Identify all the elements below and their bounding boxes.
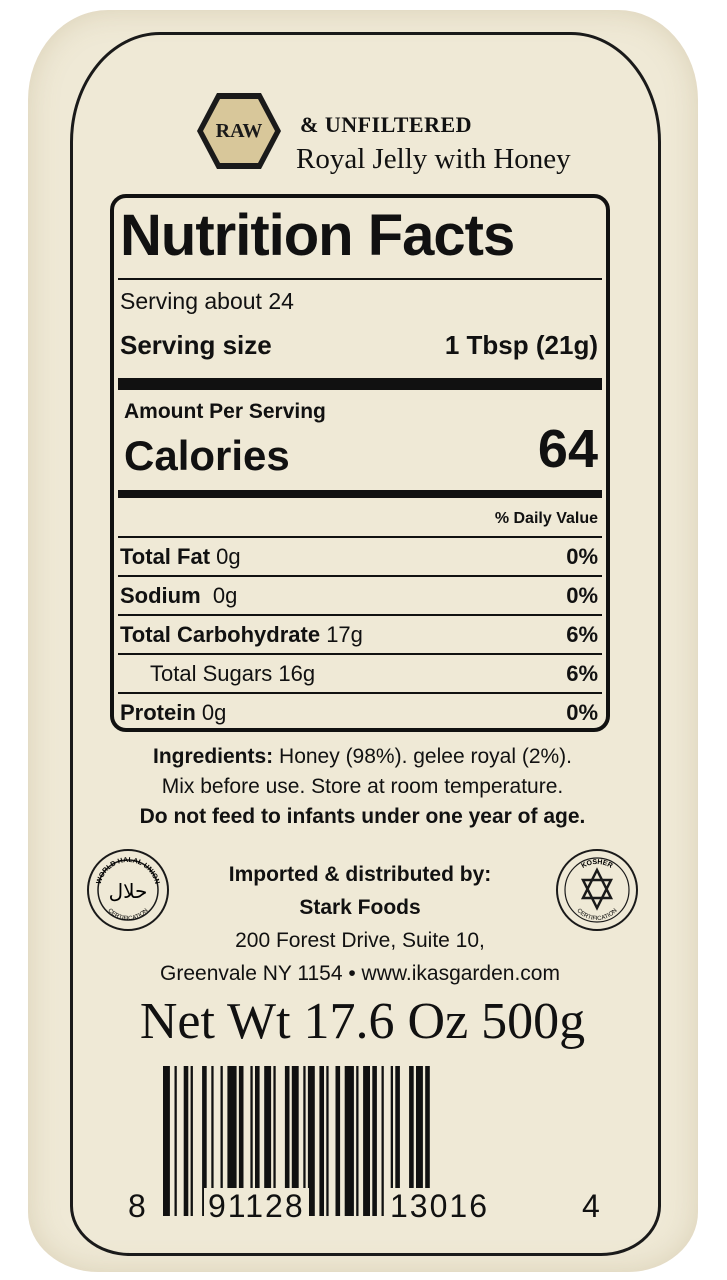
barcode-bar — [211, 1066, 214, 1216]
amount-per-serving: Amount Per Serving — [124, 400, 326, 423]
barcode-bar — [227, 1066, 237, 1216]
product-name: Royal Jelly with Honey — [296, 143, 571, 175]
product-label — [28, 10, 698, 1272]
barcode-bar — [264, 1066, 272, 1216]
barcode-bar — [395, 1066, 400, 1216]
barcode-bar — [250, 1066, 253, 1216]
barcode-bar — [255, 1066, 260, 1216]
servings-per-container: Serving about 24 — [120, 288, 294, 314]
halal-seal-icon: WORLD HALAL UNION CERTIFICATION حلال — [87, 849, 169, 931]
unfiltered-text: & UNFILTERED — [300, 112, 473, 137]
barcode-bar — [326, 1066, 329, 1216]
nutrient-pct: 0% — [566, 583, 598, 608]
barcode-first-digit: 8 — [124, 1188, 152, 1225]
barcode-bar — [409, 1066, 414, 1216]
barcode-bar — [335, 1066, 341, 1216]
calories-value: 64 — [537, 419, 598, 479]
nutrient-name: Total Carbohydrate — [120, 622, 321, 647]
barcode-bar — [344, 1066, 354, 1216]
barcode-bar — [190, 1066, 193, 1216]
barcode — [163, 1066, 565, 1216]
importer-heading: Imported & distributed by: — [228, 863, 492, 886]
nutrient-name: Protein — [120, 700, 196, 725]
nutrient-amount: 17g — [326, 622, 363, 647]
ingredients-text: Honey (98%). gelee royal (2%). — [279, 745, 572, 768]
serving-size-label: Serving size — [120, 330, 272, 360]
nutrient-pct: 6% — [566, 661, 598, 686]
barcode-bar — [303, 1066, 306, 1216]
nutrient-name: Total Fat — [120, 544, 211, 569]
instructions: Mix before use. Store at room temperatur… — [161, 775, 564, 798]
barcode-bar — [307, 1066, 315, 1216]
nutrient-name: Total Sugars — [150, 661, 273, 686]
daily-value-header: % Daily Value — [494, 510, 598, 527]
nutrient-row: Sodium 0g 0% — [118, 575, 602, 614]
svg-text:KOSHER: KOSHER — [580, 859, 613, 870]
barcode-bar — [238, 1066, 244, 1216]
importer-block: Imported & distributed by: Stark Foods 2… — [100, 858, 620, 990]
divider-thick — [118, 378, 602, 390]
label-border — [70, 32, 661, 1256]
raw-badge-label: RAW — [215, 119, 263, 142]
calories-label: Calories — [124, 432, 290, 479]
serving-size-value: 1 Tbsp (21g) — [444, 330, 598, 360]
nutrient-row: Protein 0g 0% — [118, 692, 602, 728]
halal-certification-seal: WORLD HALAL UNION CERTIFICATION حلال — [86, 848, 170, 932]
barcode-bar — [425, 1066, 430, 1216]
barcode-bar — [220, 1066, 223, 1216]
barcode-bar — [356, 1066, 359, 1216]
company-city-website: Greenvale NY 1154 • www.ikasgarden.com — [160, 962, 560, 985]
hexagon-icon — [197, 93, 281, 169]
nutrient-name: Sodium — [120, 583, 201, 608]
barcode-bar — [183, 1066, 189, 1216]
barcode-left-group: 91128 — [204, 1188, 309, 1225]
barcode-bar — [202, 1066, 207, 1216]
company-name: Stark Foods — [299, 896, 421, 919]
barcode-right-group: 13016 — [386, 1188, 493, 1225]
company-address: 200 Forest Drive, Suite 10, — [235, 929, 485, 952]
nutrient-row: Total Sugars 16g 6% — [118, 653, 602, 692]
nutrient-amount: 16g — [278, 661, 316, 686]
ingredients-block: Ingredients: Honey (98%). gelee royal (2… — [80, 742, 645, 832]
kosher-seal-icon: KOSHER CERTIFICATION — [556, 849, 638, 931]
halal-glyph: حلال — [109, 879, 148, 903]
barcode-bar — [163, 1066, 170, 1216]
nutrient-row: Total Carbohydrate 17g 6% — [118, 614, 602, 653]
barcode-bar — [284, 1066, 290, 1216]
raw-badge: RAW — [195, 90, 283, 172]
barcode-bars — [163, 1066, 430, 1216]
kosher-seal-text: KOSHER — [580, 859, 613, 870]
nutrient-amount: 0g — [212, 583, 238, 608]
ingredients-label: Ingredients: — [153, 745, 274, 768]
barcode-bar — [273, 1066, 276, 1216]
nutrient-amount: 0g — [201, 700, 227, 725]
nutrition-facts-title: Nutrition Facts — [120, 203, 515, 268]
nutrient-pct: 6% — [566, 622, 598, 647]
barcode-bar — [390, 1066, 393, 1216]
nutrient-pct: 0% — [566, 544, 598, 569]
barcode-bar — [381, 1066, 384, 1216]
divider — [118, 278, 602, 280]
barcode-bar — [174, 1066, 177, 1216]
barcode-check-digit: 4 — [578, 1188, 606, 1225]
net-weight: Net Wt 17.6 Oz 500g — [139, 993, 586, 1050]
nutrition-facts-panel: Nutrition Facts Serving about 24 Serving… — [110, 194, 610, 732]
barcode-bar — [372, 1066, 377, 1216]
divider-medium — [118, 490, 602, 498]
barcode-bar — [416, 1066, 423, 1216]
barcode-bar — [363, 1066, 370, 1216]
nutrient-row: Total Fat 0g 0% — [118, 536, 602, 575]
kosher-certification-seal: KOSHER CERTIFICATION — [555, 848, 639, 932]
barcode-bar — [291, 1066, 299, 1216]
nutrient-pct: 0% — [566, 700, 598, 725]
barcode-bar — [319, 1066, 324, 1216]
nutrient-amount: 0g — [216, 544, 241, 569]
infant-warning: Do not feed to infants under one year of… — [139, 805, 586, 828]
